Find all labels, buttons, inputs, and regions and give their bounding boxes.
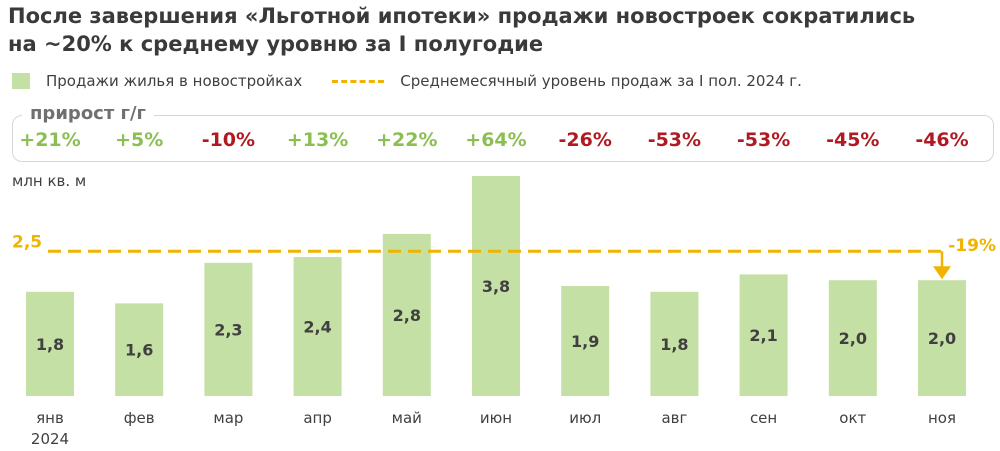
average-line-label: 2,5 [12,232,42,252]
category-label: окт [839,409,866,427]
annotation-arrow-head [933,266,951,280]
bar-value-label: 2,1 [749,326,777,345]
growth-value: +21% [19,129,81,151]
annotation-label: -19% [948,236,996,256]
bar-8 [650,291,699,396]
growth-value: +5% [115,129,164,151]
bar-value-label: 2,8 [393,306,421,325]
growth-box [12,115,994,162]
growth-value: -26% [558,129,612,151]
bar-value-label: 1,8 [660,335,688,354]
category-label: июн [480,409,512,427]
category-label: мар [213,409,243,427]
bar-value-label: 2,0 [839,329,867,348]
legend: Продажи жилья в новостройках Среднемесяч… [12,70,802,92]
category-label: янв [36,409,64,427]
bar-value-label: 3,8 [482,277,510,296]
bar-value-label: 1,8 [36,335,64,354]
legend-line-label: Среднемесячный уровень продаж за I пол. … [400,72,802,90]
category-label: авг [661,409,687,427]
category-sublabel: 2024 [31,430,69,448]
unit-label: млн кв. м [12,172,87,190]
bar-7 [561,285,610,396]
growth-value: -45% [826,129,880,151]
bar-2 [115,303,164,396]
growth-value: -46% [915,129,969,151]
bar-5 [382,233,431,396]
growth-value: -10% [201,129,256,151]
growth-value: +64% [465,129,527,151]
category-label: фев [124,409,155,427]
growth-value: +22% [376,129,438,151]
legend-bar-swatch [12,73,30,89]
category-label: апр [303,409,332,427]
legend-line-swatch [332,79,385,83]
category-label: июл [569,409,601,427]
category-label: сен [750,409,777,427]
bar-value-label: 2,3 [214,320,242,339]
growth-value: -53% [647,129,702,151]
growth-value: +13% [286,129,349,151]
bar-value-label: 1,6 [125,341,153,360]
bar-value-label: 1,9 [571,332,599,351]
bar-6 [472,175,520,396]
growth-title: прирост г/г [22,103,154,125]
bar-9 [739,274,788,396]
bar-10 [828,280,877,396]
bar-value-label: 2,4 [303,318,331,337]
bar-value-label: 2,0 [928,329,956,348]
bar-1 [26,291,74,396]
title-line-1: После завершения «Льготной ипотеки» прод… [8,4,916,28]
category-label: ноя [928,409,956,427]
category-label: май [392,409,422,427]
bar-11 [918,280,966,396]
bar-3 [204,262,253,396]
bar-4 [293,257,342,396]
title-line-2: на ~20% к среднему уровню за I полугодие [8,32,544,56]
chart-title: После завершения «Льготной ипотеки» прод… [8,2,988,58]
legend-bar-label: Продажи жилья в новостройках [46,72,303,90]
growth-value: -53% [736,129,791,151]
